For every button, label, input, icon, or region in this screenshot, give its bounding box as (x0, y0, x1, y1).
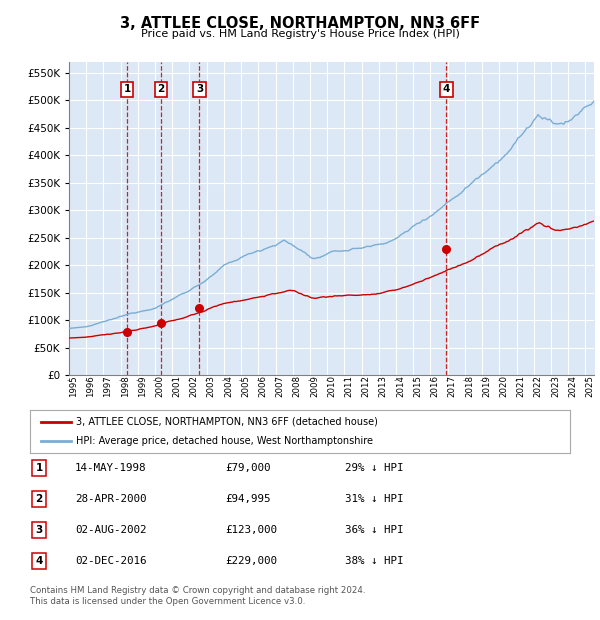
Text: 2: 2 (157, 84, 164, 94)
Text: 1997: 1997 (103, 375, 112, 397)
Text: 38% ↓ HPI: 38% ↓ HPI (345, 556, 404, 566)
Text: 2008: 2008 (293, 375, 302, 397)
Text: 3, ATTLEE CLOSE, NORTHAMPTON, NN3 6FF: 3, ATTLEE CLOSE, NORTHAMPTON, NN3 6FF (120, 16, 480, 30)
Text: 2013: 2013 (379, 375, 388, 397)
Text: Contains HM Land Registry data © Crown copyright and database right 2024.: Contains HM Land Registry data © Crown c… (30, 586, 365, 595)
Text: 31% ↓ HPI: 31% ↓ HPI (345, 494, 404, 504)
Text: 02-AUG-2002: 02-AUG-2002 (75, 525, 146, 535)
Text: 2010: 2010 (327, 375, 336, 397)
Text: 2020: 2020 (499, 375, 508, 397)
Text: 1999: 1999 (138, 375, 147, 397)
Text: 4: 4 (443, 84, 450, 94)
Text: 36% ↓ HPI: 36% ↓ HPI (345, 525, 404, 535)
Text: 2023: 2023 (551, 375, 560, 397)
Text: 2024: 2024 (568, 375, 577, 397)
Text: 2011: 2011 (344, 375, 353, 397)
Text: 1: 1 (124, 84, 131, 94)
Text: 4: 4 (35, 556, 43, 566)
Text: 1996: 1996 (86, 375, 95, 397)
Text: 2021: 2021 (517, 375, 526, 397)
Text: 2018: 2018 (465, 375, 474, 397)
Text: 2009: 2009 (310, 375, 319, 397)
Text: 2002: 2002 (190, 375, 199, 397)
Text: 2007: 2007 (275, 375, 284, 397)
Text: 1995: 1995 (69, 375, 78, 397)
Text: 3: 3 (35, 525, 43, 535)
Text: 2022: 2022 (534, 375, 543, 397)
Text: 2003: 2003 (207, 375, 216, 397)
Text: This data is licensed under the Open Government Licence v3.0.: This data is licensed under the Open Gov… (30, 597, 305, 606)
Text: 2025: 2025 (586, 375, 595, 397)
Text: Price paid vs. HM Land Registry's House Price Index (HPI): Price paid vs. HM Land Registry's House … (140, 29, 460, 39)
Text: 02-DEC-2016: 02-DEC-2016 (75, 556, 146, 566)
Text: 3, ATTLEE CLOSE, NORTHAMPTON, NN3 6FF (detached house): 3, ATTLEE CLOSE, NORTHAMPTON, NN3 6FF (d… (76, 417, 378, 427)
Text: 1: 1 (35, 463, 43, 473)
Text: 2014: 2014 (396, 375, 405, 397)
Text: 2017: 2017 (448, 375, 457, 397)
Text: 2015: 2015 (413, 375, 422, 397)
Text: 2005: 2005 (241, 375, 250, 397)
Text: 1998: 1998 (121, 375, 130, 397)
Text: 2016: 2016 (430, 375, 439, 397)
Text: 2000: 2000 (155, 375, 164, 397)
Text: 28-APR-2000: 28-APR-2000 (75, 494, 146, 504)
Text: 2019: 2019 (482, 375, 491, 397)
Text: 2001: 2001 (172, 375, 181, 397)
Text: 3: 3 (196, 84, 203, 94)
Text: 14-MAY-1998: 14-MAY-1998 (75, 463, 146, 473)
Text: 2006: 2006 (259, 375, 268, 397)
Text: 2012: 2012 (362, 375, 371, 397)
Text: HPI: Average price, detached house, West Northamptonshire: HPI: Average price, detached house, West… (76, 436, 373, 446)
Text: £79,000: £79,000 (225, 463, 271, 473)
Text: 29% ↓ HPI: 29% ↓ HPI (345, 463, 404, 473)
Text: 2: 2 (35, 494, 43, 504)
Text: £229,000: £229,000 (225, 556, 277, 566)
Text: 2004: 2004 (224, 375, 233, 397)
Text: £123,000: £123,000 (225, 525, 277, 535)
Text: £94,995: £94,995 (225, 494, 271, 504)
